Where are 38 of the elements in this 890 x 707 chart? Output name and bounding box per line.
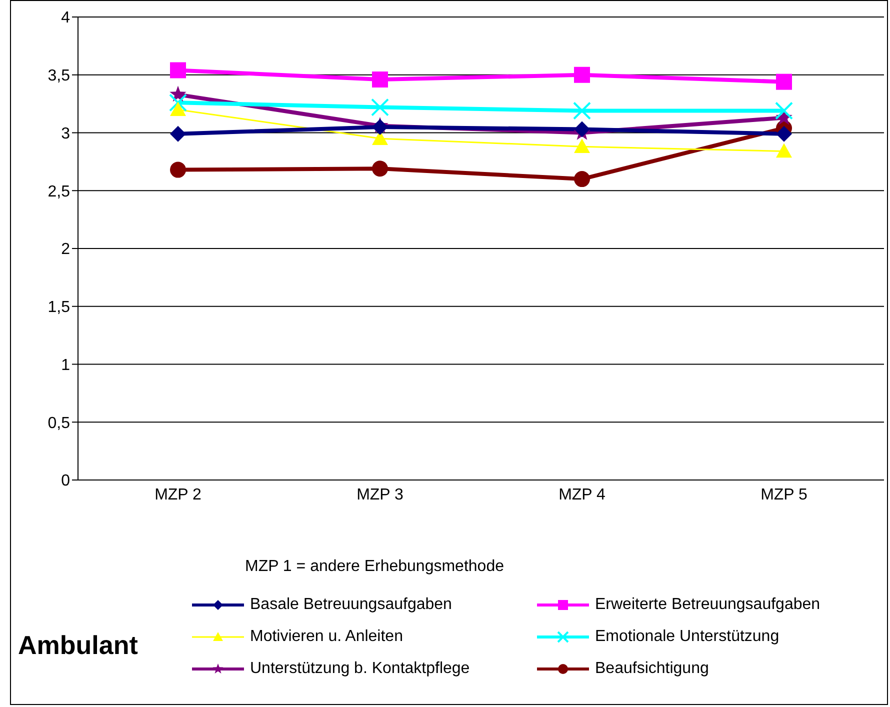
legend-label: Unterstützung b. Kontaktpflege <box>250 660 470 678</box>
point <box>776 126 792 142</box>
point <box>776 143 792 158</box>
y-tick-label: 2,5 <box>48 183 70 200</box>
x-tick-label: MZP 3 <box>356 486 404 504</box>
text: Ambulant <box>18 630 138 661</box>
point <box>573 102 591 120</box>
x-tick-label: MZP 5 <box>760 486 808 504</box>
y-tick-label: 0 <box>61 472 70 490</box>
y-tick-label: 1 <box>61 356 70 374</box>
point <box>776 74 792 90</box>
legend-label: Erweiterte Betreuungsaufgaben <box>595 596 820 614</box>
point <box>775 102 793 120</box>
point <box>170 126 186 142</box>
x-tick-label: MZP 2 <box>154 486 202 504</box>
y-tick-label: 4 <box>61 10 70 27</box>
y-tick-label: 1,5 <box>48 299 70 316</box>
point <box>170 162 186 178</box>
point <box>170 86 186 102</box>
point <box>169 94 187 112</box>
y-tick-label: 3,5 <box>48 68 70 85</box>
point <box>371 98 389 116</box>
legend-label: Beaufsichtigung <box>595 660 709 678</box>
legend-label: Emotionale Unterstützung <box>595 628 780 646</box>
y-tick-label: 0,5 <box>48 414 70 432</box>
point <box>372 72 388 88</box>
legend-label: Basale Betreuungsaufgaben <box>250 596 452 614</box>
point <box>574 66 590 83</box>
point <box>170 62 186 78</box>
x-tick-label: MZP 4 <box>558 486 606 504</box>
point <box>574 171 590 188</box>
y-tick-label: 3 <box>61 125 70 142</box>
legend-label: Motivieren u. Anleiten <box>250 628 403 646</box>
y-tick-label: 2 <box>61 241 70 258</box>
point <box>372 160 388 177</box>
point <box>574 138 590 154</box>
point <box>170 102 186 116</box>
text: MZP 1 = andere Erhebungsmethode <box>245 558 504 576</box>
